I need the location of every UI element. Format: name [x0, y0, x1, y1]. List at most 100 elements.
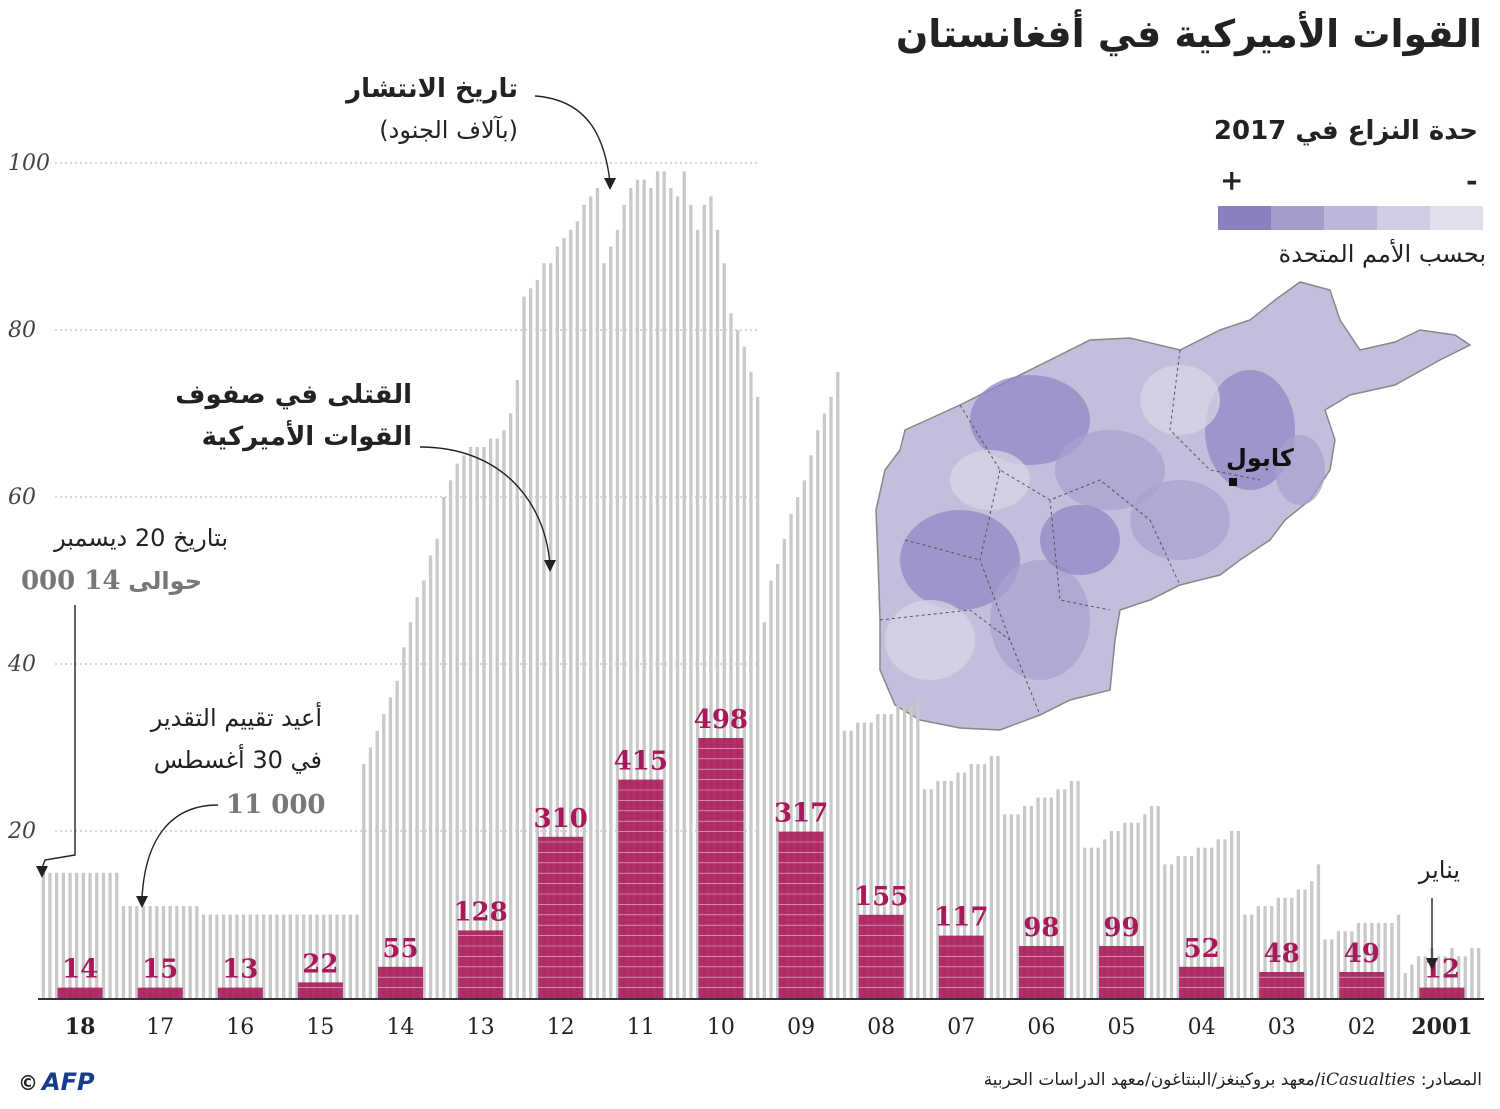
x-year-label: 12: [547, 1015, 575, 1040]
troop-bar: [1063, 789, 1067, 999]
reeval-line2: في 30 أغسطس: [153, 746, 322, 774]
deploy-arrow: [534, 95, 611, 183]
troop-bar: [262, 914, 266, 998]
killed-label-line2: القوات الأميركية: [201, 422, 412, 452]
january-arrowhead: [1426, 958, 1438, 970]
troop-bar: [876, 714, 880, 998]
troop-bar: [1109, 831, 1114, 998]
casualty-stack: [618, 779, 664, 998]
troop-bar: [1009, 814, 1013, 998]
troop-bar: [1310, 881, 1314, 998]
troop-bar: [1270, 906, 1274, 998]
casualty-stack: [538, 836, 584, 998]
troop-bar: [422, 580, 426, 998]
troop-bar: [1350, 931, 1354, 998]
troop-bar: [655, 171, 660, 998]
casualty-label: 55: [382, 934, 418, 964]
x-year-label: 03: [1268, 1015, 1296, 1040]
deploy-title: تاريخ الانتشار: [346, 74, 518, 104]
map-province: [970, 375, 1090, 465]
source-italic: iCasualties: [1320, 1070, 1416, 1090]
troop-bar: [816, 430, 820, 998]
troop-bar: [208, 914, 212, 998]
troop-bar: [1143, 814, 1147, 998]
troop-bar: [435, 538, 439, 999]
troop-bar: [1163, 864, 1167, 998]
troop-bar: [989, 755, 993, 998]
troop-bar: [495, 438, 499, 998]
casualty-label: 98: [1023, 913, 1059, 943]
troop-bar: [742, 346, 746, 998]
x-year-label: 17: [146, 1015, 174, 1040]
troop-bar: [342, 914, 346, 998]
troop-bar: [1430, 947, 1434, 998]
troop-bar: [922, 789, 927, 999]
troop-bar: [248, 914, 252, 998]
troop-bar: [61, 872, 65, 999]
troop-bar: [789, 513, 793, 998]
x-year-label: 08: [867, 1015, 895, 1040]
troop-bar: [55, 872, 59, 999]
troop-bar: [902, 705, 907, 999]
troop-bar: [1043, 797, 1047, 998]
troop-bar: [529, 288, 533, 999]
troop-bar: [502, 430, 506, 998]
troop-bar: [388, 697, 393, 998]
troop-bar: [1243, 914, 1247, 998]
killed-arrow: [419, 446, 551, 566]
casualty-stack: [1099, 946, 1144, 998]
troop-bar: [642, 179, 646, 998]
troop-bar: [41, 872, 45, 999]
troop-bar: [509, 413, 513, 998]
casualty-label: 117: [934, 903, 988, 933]
troop-bar: [1156, 806, 1160, 998]
troop-bar: [1477, 947, 1481, 998]
january-label: يناير: [1418, 856, 1460, 884]
troop-bar: [188, 906, 192, 998]
troop-bar: [949, 780, 953, 998]
x-year-label: 05: [1108, 1015, 1136, 1040]
legend-color-ramp: [1218, 206, 1483, 230]
legend-title: حدة النزاع في 2017: [1213, 116, 1478, 146]
troop-bar: [976, 764, 980, 998]
troop-bar: [448, 480, 453, 998]
troop-bar: [1116, 831, 1120, 998]
troop-bar: [415, 597, 419, 998]
casualty-label: 415: [614, 747, 668, 777]
troop-bar: [1069, 780, 1074, 998]
troop-bar: [1290, 897, 1294, 998]
x-year-label: 16: [226, 1015, 254, 1040]
troop-bar: [936, 780, 940, 998]
troop-bar: [1303, 889, 1307, 998]
troop-bar: [669, 188, 673, 999]
troop-bar: [1056, 789, 1060, 999]
map-border: [904, 539, 981, 561]
troop-bar: [81, 872, 85, 999]
casualty-label: 22: [302, 949, 338, 979]
casualty-stack: [57, 987, 103, 998]
troop-bar: [822, 413, 827, 998]
troop-bar: [462, 455, 466, 999]
troop-bar: [88, 872, 92, 999]
casualty-label: 48: [1264, 939, 1300, 969]
x-year-label: 07: [947, 1015, 975, 1040]
troop-bar: [615, 229, 620, 999]
troop-bar: [335, 914, 339, 998]
troop-bar: [796, 497, 800, 998]
troop-bar: [175, 906, 179, 998]
troop-bar: [722, 263, 726, 998]
troop-bar: [368, 747, 373, 998]
troop-bar: [1343, 931, 1347, 998]
x-year-label: 04: [1188, 1015, 1216, 1040]
map-border: [1049, 499, 1111, 611]
casualty-label: 498: [694, 705, 748, 735]
troop-bar: [135, 906, 139, 998]
casualty-stack: [1179, 966, 1225, 998]
x-year-label: 02: [1348, 1015, 1376, 1040]
page-title: القوات الأميركية في أفغانستان: [895, 12, 1482, 56]
reeval-line1: أعيد تقييم التقدير: [150, 704, 322, 732]
troop-bar: [682, 171, 686, 998]
troop-bar: [1470, 947, 1474, 998]
troop-bar: [1363, 922, 1367, 998]
reeval-arrow: [141, 804, 219, 899]
